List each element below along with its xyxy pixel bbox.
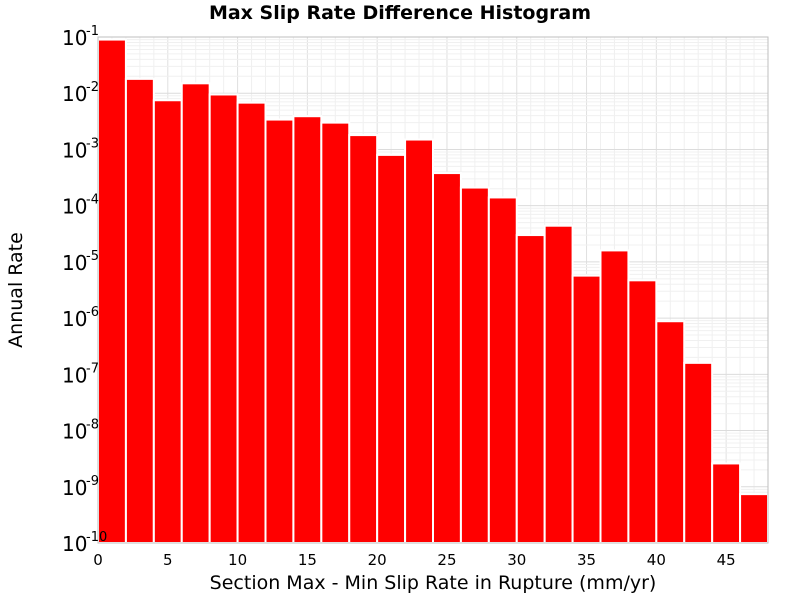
histogram-bar bbox=[515, 234, 546, 544]
y-tick-label: 10-4 bbox=[62, 193, 99, 219]
y-tick-exponent: -8 bbox=[86, 418, 99, 433]
histogram-bar bbox=[236, 101, 267, 544]
histogram-bar bbox=[348, 134, 379, 544]
histogram-bar bbox=[432, 172, 462, 544]
histogram-bar bbox=[571, 274, 602, 544]
histogram-bar bbox=[487, 196, 518, 544]
histogram-bar bbox=[683, 361, 714, 545]
histogram-bar bbox=[711, 462, 742, 544]
y-tick-labels: 10-110-210-310-410-510-610-710-810-910-1… bbox=[62, 24, 107, 556]
x-tick-label: 15 bbox=[298, 551, 317, 569]
histogram-bar bbox=[180, 82, 211, 544]
histogram-bar bbox=[627, 279, 658, 544]
histogram-bar bbox=[655, 320, 686, 544]
histogram-bar bbox=[97, 38, 127, 544]
x-tick-label: 45 bbox=[717, 551, 736, 569]
x-tick-label: 5 bbox=[163, 551, 173, 569]
histogram-bar bbox=[208, 93, 239, 545]
y-tick-base: 10 bbox=[62, 363, 87, 387]
x-tick-label: 40 bbox=[647, 551, 666, 569]
y-tick-exponent: -1 bbox=[86, 24, 99, 39]
y-tick-base: 10 bbox=[62, 476, 87, 500]
y-tick-label: 10-1 bbox=[62, 24, 99, 50]
x-tick-label: 0 bbox=[93, 551, 103, 569]
x-tick-label: 35 bbox=[577, 551, 596, 569]
y-tick-base: 10 bbox=[62, 532, 87, 556]
y-tick-label: 10-6 bbox=[62, 305, 99, 331]
x-tick-labels: 0 5 10 15 20 25 30 35 40 45 bbox=[93, 551, 735, 569]
chart-title: Max Slip Rate Difference Histogram bbox=[208, 2, 592, 24]
x-axis-label: Section Max - Min Slip Rate in Rupture (… bbox=[209, 572, 657, 594]
histogram-bar bbox=[599, 249, 630, 544]
y-tick-base: 10 bbox=[62, 195, 87, 219]
bars bbox=[97, 38, 769, 545]
y-tick-label: 10-10 bbox=[62, 530, 107, 556]
y-tick-label: 10-5 bbox=[62, 249, 99, 275]
histogram-bar bbox=[124, 77, 155, 544]
y-tick-label: 10-8 bbox=[62, 418, 99, 444]
y-tick-base: 10 bbox=[62, 251, 87, 275]
histogram-bar bbox=[292, 115, 323, 545]
histogram-bar bbox=[320, 121, 351, 544]
y-tick-exponent: -5 bbox=[86, 249, 99, 264]
histogram-bar bbox=[264, 118, 295, 545]
y-tick-base: 10 bbox=[62, 420, 87, 444]
x-tick-label: 25 bbox=[437, 551, 456, 569]
y-tick-exponent: -6 bbox=[86, 305, 99, 320]
histogram-bar bbox=[376, 153, 407, 544]
histogram-bar bbox=[459, 186, 490, 544]
x-tick-label: 10 bbox=[228, 551, 247, 569]
y-tick-exponent: -3 bbox=[86, 136, 99, 151]
histogram-bar bbox=[152, 99, 183, 545]
y-tick-label: 10-7 bbox=[62, 361, 99, 387]
y-tick-label: 10-3 bbox=[62, 136, 99, 162]
y-tick-label: 10-9 bbox=[62, 474, 99, 500]
y-tick-base: 10 bbox=[62, 82, 87, 106]
y-tick-exponent: -10 bbox=[86, 530, 107, 545]
y-tick-exponent: -2 bbox=[86, 80, 99, 95]
y-tick-exponent: -7 bbox=[86, 361, 99, 376]
y-tick-exponent: -9 bbox=[86, 474, 99, 489]
plot-frame bbox=[97, 36, 769, 544]
histogram-bar bbox=[739, 493, 769, 544]
y-tick-base: 10 bbox=[62, 307, 87, 331]
y-tick-base: 10 bbox=[62, 138, 87, 162]
y-tick-label: 10-2 bbox=[62, 80, 99, 106]
histogram-bar bbox=[404, 138, 435, 545]
y-tick-base: 10 bbox=[62, 26, 87, 50]
histogram-bar bbox=[543, 224, 574, 544]
y-tick-exponent: -4 bbox=[86, 193, 99, 208]
x-tick-label: 30 bbox=[507, 551, 526, 569]
x-tick-label: 20 bbox=[368, 551, 387, 569]
